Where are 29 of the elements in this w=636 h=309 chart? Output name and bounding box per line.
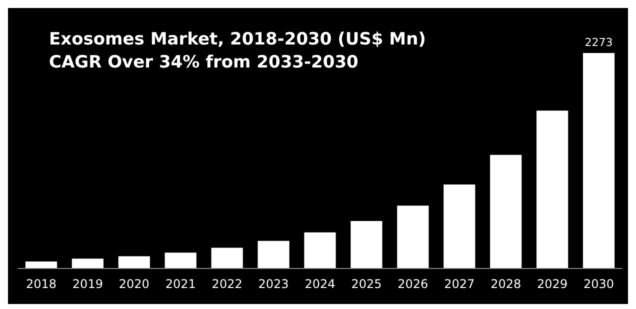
bar: [536, 110, 568, 268]
x-tick-label: 2029: [537, 277, 568, 291]
x-tick-label: 2027: [444, 277, 475, 291]
x-tick-label: 2021: [165, 277, 196, 291]
x-tick-label: 2022: [212, 277, 242, 291]
bar: [304, 232, 336, 268]
data-label: 2273: [584, 36, 613, 49]
bar: [25, 261, 58, 268]
x-tick-label: 2025: [351, 277, 382, 291]
bar: [211, 248, 243, 268]
bar: [444, 184, 476, 268]
x-tick-label: 2020: [118, 277, 150, 291]
chart-title: Exosomes Market, 2018-2030 (US$ Mn): [49, 30, 426, 50]
x-tick-label: 2024: [304, 277, 336, 291]
x-tick-label: 2019: [72, 277, 103, 291]
bar: [582, 53, 615, 268]
bar: [350, 220, 382, 268]
x-tick-label: 2018: [26, 277, 57, 291]
bar: [72, 258, 104, 268]
chart-subtitle: CAGR Over 34% from 2033-2030: [49, 52, 359, 72]
bar: [258, 240, 290, 268]
x-tick-label: 2023: [258, 277, 289, 291]
bar: [490, 154, 522, 268]
bar: [397, 206, 429, 268]
bar: [118, 256, 150, 268]
bar: [164, 252, 196, 268]
x-tick-label: 2028: [490, 277, 522, 291]
x-tick-label: 2026: [398, 277, 428, 291]
x-tick-label: 2030: [583, 277, 614, 291]
